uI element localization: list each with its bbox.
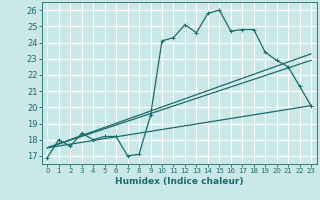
X-axis label: Humidex (Indice chaleur): Humidex (Indice chaleur) (115, 177, 244, 186)
